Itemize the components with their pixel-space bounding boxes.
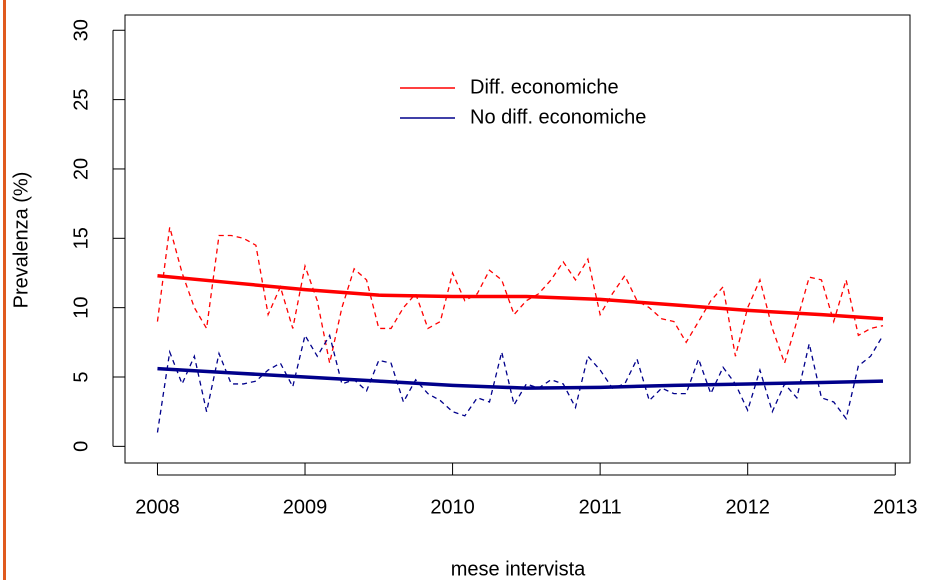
y-tick-label: 20 [70, 158, 92, 180]
y-tick-label: 10 [70, 297, 92, 319]
x-tick-label: 2010 [430, 496, 475, 518]
monthly-line [156, 333, 884, 433]
y-tick-label: 30 [70, 19, 92, 41]
x-tick-label: 2008 [135, 496, 180, 518]
trend-line [157, 366, 884, 390]
legend-label: No diff. economiche [470, 106, 646, 128]
x-tick-label: 2012 [725, 496, 770, 518]
plot-frame [124, 14, 911, 464]
trend-line [157, 274, 884, 321]
y-tick-label: 0 [70, 441, 92, 452]
x-tick-label: 2009 [283, 496, 328, 518]
y-tick-label: 5 [70, 371, 92, 382]
y-tick-label: 25 [70, 88, 92, 110]
side-bar [3, 0, 6, 580]
monthly-line [156, 227, 884, 366]
x-tick-label: 2011 [579, 496, 622, 518]
y-tick-label: 15 [70, 227, 92, 249]
x-tick-label: 2013 [873, 496, 918, 518]
legend-label: Diff. economiche [470, 76, 619, 98]
x-axis-label: mese intervista [451, 558, 586, 580]
y-axis-label: Prevalenza (%) [10, 172, 32, 309]
